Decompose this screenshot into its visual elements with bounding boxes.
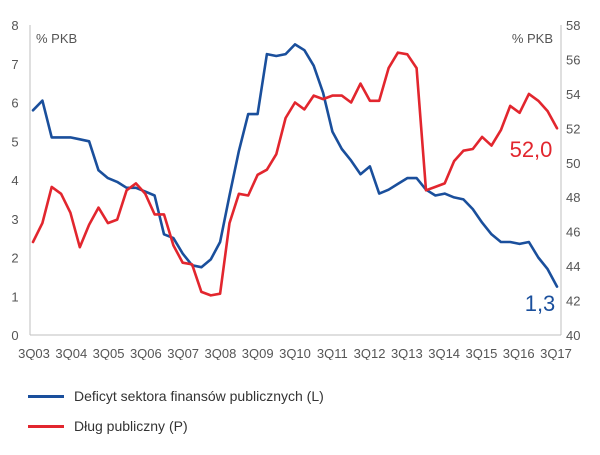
right-tick-label: 42 <box>566 294 580 309</box>
left-tick-label: 1 <box>11 289 18 304</box>
x-tick-label: 3Q14 <box>428 346 460 360</box>
x-tick-label: 3Q07 <box>167 346 199 360</box>
x-tick-label: 3Q04 <box>55 346 87 360</box>
x-tick-label: 3Q08 <box>205 346 237 360</box>
left-tick-label: 4 <box>11 173 18 188</box>
right-unit-label: % PKB <box>512 31 553 46</box>
x-tick-label: 3Q11 <box>317 346 348 360</box>
right-tick-label: 54 <box>566 87 580 102</box>
right-tick-label: 46 <box>566 225 580 240</box>
x-tick-label: 3Q16 <box>503 346 535 360</box>
legend-item-deficit: Deficyt sektora finansów publicznych (L) <box>28 388 324 404</box>
left-tick-label: 0 <box>11 328 18 343</box>
x-tick-label: 3Q12 <box>354 346 386 360</box>
right-tick-label: 50 <box>566 156 580 171</box>
left-tick-label: 6 <box>11 96 18 111</box>
left-unit-label: % PKB <box>36 31 77 46</box>
x-tick-label: 3Q03 <box>18 346 50 360</box>
legend-item-debt: Dług publiczny (P) <box>28 418 188 434</box>
right-tick-label: 58 <box>566 18 580 33</box>
x-tick-label: 3Q15 <box>466 346 498 360</box>
x-tick-label: 3Q10 <box>279 346 311 360</box>
x-tick-label: 3Q06 <box>130 346 162 360</box>
right-tick-label: 40 <box>566 328 580 343</box>
x-axis-ticks: 3Q03 3Q04 3Q05 3Q06 3Q07 3Q08 3Q09 3Q10 3Q11 3Q12… <box>18 346 572 360</box>
x-tick-label: 3Q05 <box>93 346 125 360</box>
legend-swatch-debt <box>28 424 64 428</box>
right-tick-label: 44 <box>566 259 580 274</box>
right-tick-label: 56 <box>566 52 580 67</box>
left-tick-label: 3 <box>11 212 18 227</box>
left-tick-label: 2 <box>11 251 18 266</box>
left-tick-label: 5 <box>11 134 18 149</box>
debt-series-line <box>31 51 559 297</box>
deficit-end-label: 1,3 <box>525 291 556 316</box>
right-tick-label: 48 <box>566 190 580 205</box>
x-tick-label: 3Q17 <box>540 346 572 360</box>
x-tick-label: 3Q09 <box>242 346 274 360</box>
legend-swatch-deficit <box>28 394 64 398</box>
left-tick-label: 8 <box>11 18 18 33</box>
left-tick-label: 7 <box>11 57 18 72</box>
debt-end-label: 52,0 <box>510 137 553 162</box>
legend-label-deficit: Deficyt sektora finansów publicznych (L) <box>74 388 324 404</box>
series-lines <box>31 43 559 297</box>
deficit-series-line <box>31 43 559 288</box>
right-axis-ticks: 40 42 44 46 48 50 52 54 56 58 <box>566 18 580 343</box>
left-axis-ticks: 0 1 2 3 4 5 6 7 8 <box>11 18 18 343</box>
x-tick-label: 3Q13 <box>391 346 423 360</box>
right-tick-label: 52 <box>566 121 580 136</box>
legend-label-debt: Dług publiczny (P) <box>74 418 188 434</box>
